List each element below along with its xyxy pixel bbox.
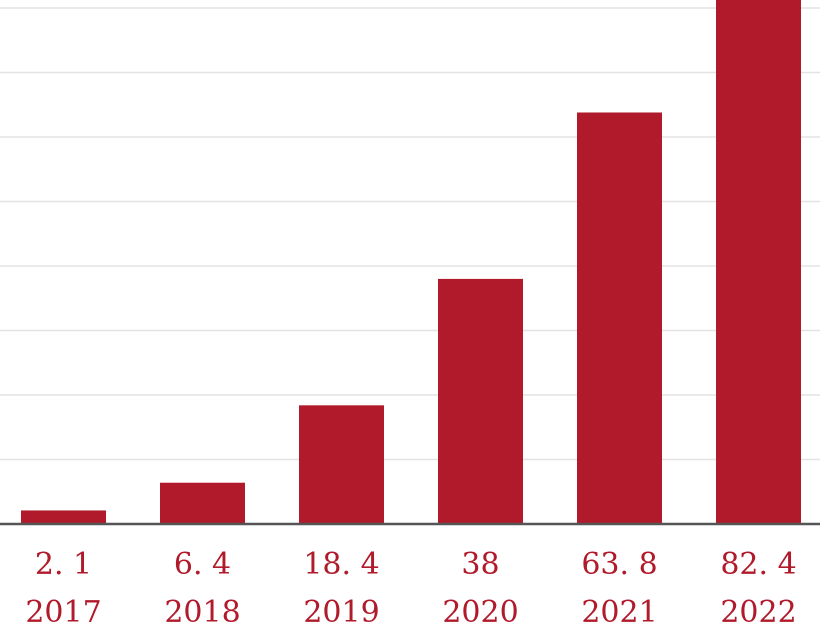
bar-2020 (438, 278, 523, 524)
category-label-2018: 2018 (164, 595, 240, 630)
gridlines (0, 7, 820, 461)
value-label-2018: 6. 4 (174, 547, 231, 582)
category-label-2019: 2019 (303, 595, 379, 630)
value-label-2020: 38 (461, 547, 499, 582)
category-label-2022: 2022 (720, 595, 796, 630)
value-label-2017: 2. 1 (35, 547, 92, 582)
bar-2021 (577, 112, 662, 525)
labels: 2. 1 2017 6. 4 2018 18. 4 2019 38 2020 63. 8 2021… (25, 547, 796, 630)
category-label-2020: 2020 (442, 595, 518, 630)
category-label-2021: 2021 (581, 595, 657, 630)
bar-2022 (716, 0, 801, 524)
bars (21, 0, 801, 525)
value-label-2022: 82. 4 (720, 547, 796, 582)
category-label-2017: 2017 (25, 595, 101, 630)
bar-2018 (160, 482, 245, 524)
bar-2017 (21, 510, 106, 524)
bar-2019 (299, 405, 384, 524)
value-label-2019: 18. 4 (303, 547, 379, 582)
value-label-2021: 63. 8 (581, 547, 657, 582)
